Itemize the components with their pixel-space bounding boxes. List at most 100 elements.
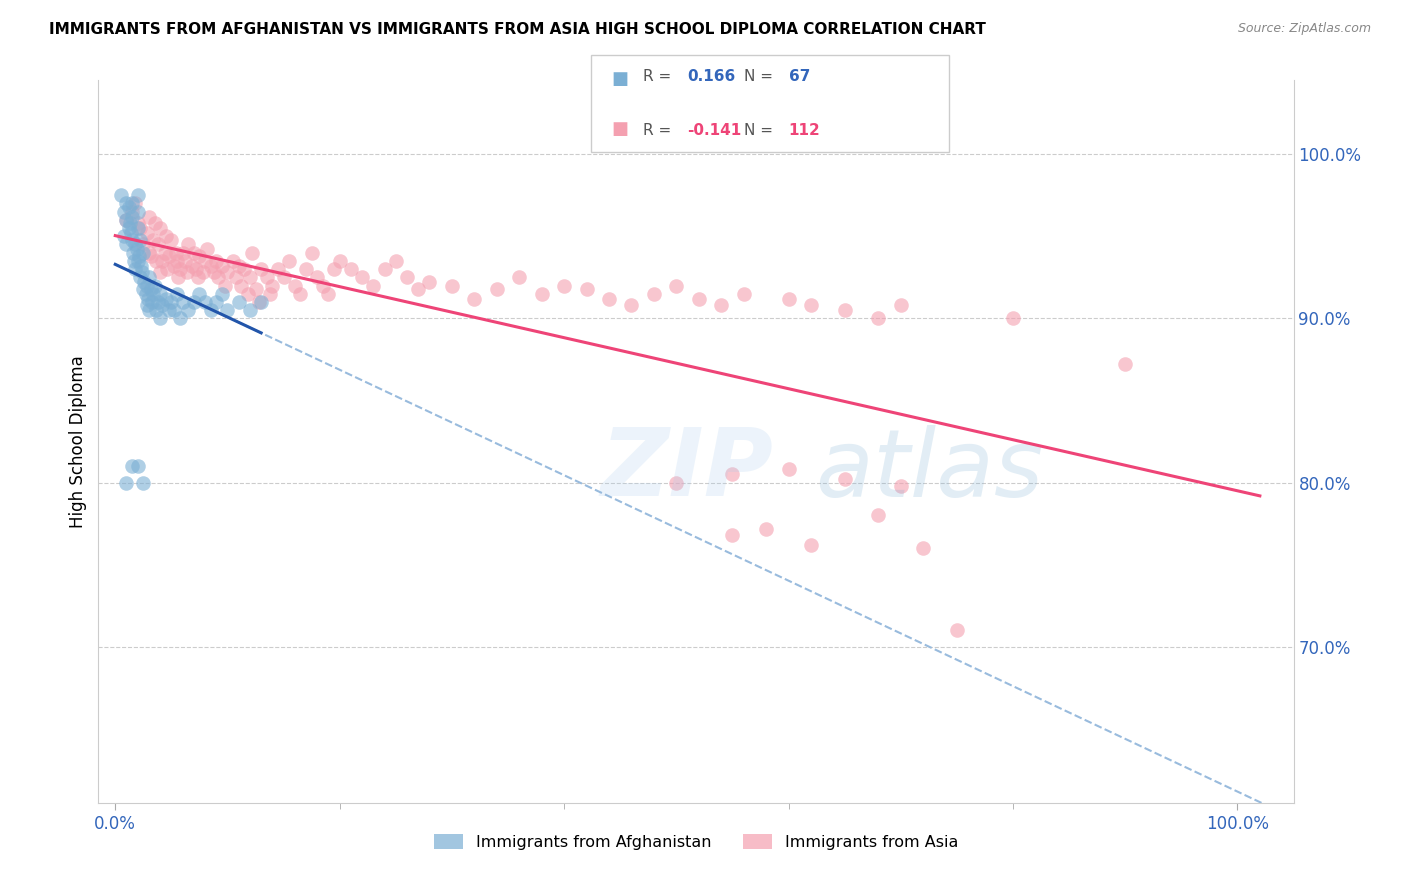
Point (129, 270, 152, 285)
Point (207, 270, 229, 285)
Point (778, 462, 800, 476)
Point (157, 303, 180, 318)
Point (187, 270, 209, 285)
Point (128, 249, 150, 263)
Point (124, 196, 146, 211)
Point (121, 233, 143, 247)
Point (890, 298, 912, 312)
Point (665, 475, 688, 490)
Text: N =: N = (744, 69, 778, 84)
Point (245, 282, 267, 296)
Point (132, 282, 155, 296)
Point (418, 275, 440, 289)
Text: -0.141: -0.141 (688, 123, 742, 138)
Point (211, 259, 233, 273)
Point (135, 278, 157, 293)
Point (110, 188, 132, 202)
Point (262, 278, 284, 293)
Point (136, 292, 159, 306)
Text: 0.166: 0.166 (688, 69, 735, 84)
Point (188, 249, 211, 263)
Point (155, 229, 177, 244)
Point (222, 253, 245, 268)
Point (112, 229, 135, 244)
Point (153, 245, 176, 260)
Point (295, 262, 318, 277)
Point (183, 245, 205, 260)
Point (406, 282, 429, 296)
Point (129, 259, 152, 273)
Point (134, 275, 156, 289)
Point (115, 196, 138, 211)
Point (247, 295, 270, 310)
Point (138, 270, 160, 285)
Point (200, 303, 222, 318)
Point (240, 245, 263, 260)
Point (485, 282, 508, 296)
Point (127, 204, 149, 219)
Point (312, 278, 335, 293)
Point (200, 259, 222, 273)
Point (162, 303, 184, 318)
Text: R =: R = (643, 69, 676, 84)
Text: 112: 112 (789, 123, 821, 138)
Point (149, 286, 172, 301)
Point (228, 259, 250, 273)
Point (141, 295, 163, 310)
Point (167, 270, 190, 285)
Text: IMMIGRANTS FROM AFGHANISTAN VS IMMIGRANTS FROM ASIA HIGH SCHOOL DIPLOMA CORRELAT: IMMIGRANTS FROM AFGHANISTAN VS IMMIGRANT… (49, 22, 986, 37)
Point (131, 265, 153, 279)
Point (169, 262, 191, 277)
Point (665, 278, 688, 293)
Text: 67: 67 (789, 69, 810, 84)
Point (169, 311, 191, 326)
Point (301, 245, 323, 260)
Point (239, 270, 262, 285)
Point (150, 253, 173, 268)
Point (890, 479, 912, 493)
Point (575, 282, 598, 296)
Point (1114, 357, 1136, 371)
Point (688, 292, 710, 306)
Point (121, 196, 143, 211)
Point (352, 270, 374, 285)
Point (205, 253, 228, 268)
Point (160, 295, 183, 310)
Point (217, 303, 239, 318)
Point (259, 286, 281, 301)
Point (135, 226, 157, 240)
Text: ZIP: ZIP (600, 425, 773, 516)
Point (162, 259, 184, 273)
Point (146, 237, 169, 252)
Point (205, 295, 228, 310)
Point (138, 303, 160, 318)
Point (180, 259, 202, 273)
Text: R =: R = (643, 123, 676, 138)
Point (329, 253, 352, 268)
Point (132, 475, 155, 490)
Point (112, 204, 135, 219)
Point (239, 303, 262, 318)
Point (233, 262, 256, 277)
Point (172, 295, 194, 310)
Point (290, 286, 312, 301)
Point (166, 286, 188, 301)
Point (115, 237, 138, 252)
Point (129, 221, 152, 235)
Point (120, 226, 142, 240)
Point (395, 270, 418, 285)
Point (250, 262, 273, 277)
Point (598, 292, 620, 306)
Point (141, 249, 163, 263)
Point (194, 253, 217, 268)
Point (202, 265, 225, 279)
Point (156, 262, 179, 277)
Point (118, 221, 141, 235)
Point (340, 262, 363, 277)
Point (778, 292, 800, 306)
Point (172, 245, 194, 260)
Point (217, 265, 239, 279)
Point (868, 508, 890, 523)
Point (127, 216, 149, 230)
Point (721, 528, 744, 542)
